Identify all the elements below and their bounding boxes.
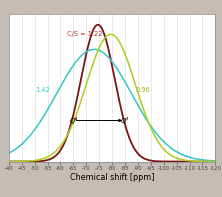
X-axis label: Chemical shift [ppm]: Chemical shift [ppm] [70, 173, 154, 182]
Text: Q⁴: Q⁴ [69, 117, 78, 124]
Text: 1.42: 1.42 [35, 87, 50, 93]
Text: C/S = 1.22: C/S = 1.22 [67, 31, 103, 37]
Text: Q³: Q³ [121, 117, 129, 124]
Text: 0.96: 0.96 [136, 87, 151, 93]
